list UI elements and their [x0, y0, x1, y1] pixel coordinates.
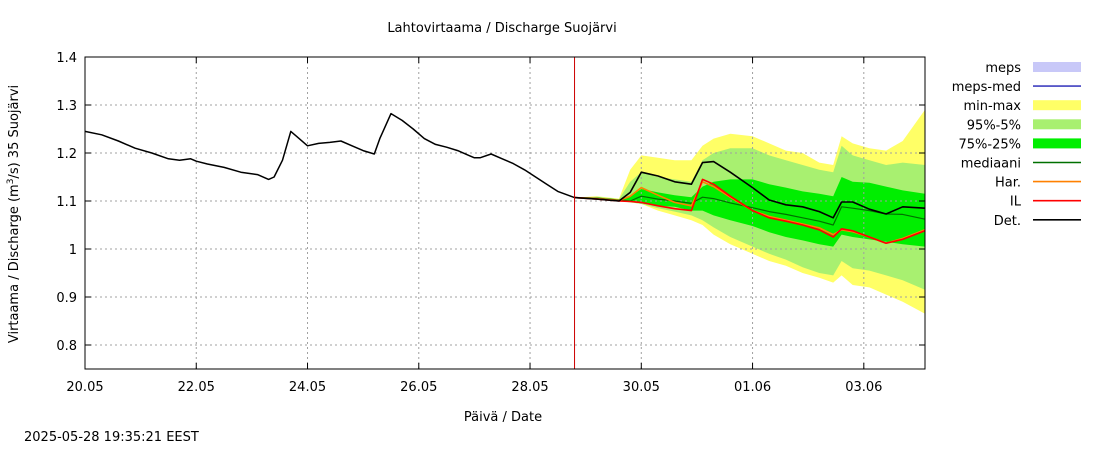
legend-swatch	[1033, 138, 1081, 149]
series-observed	[84, 112, 575, 199]
series-il	[574, 178, 926, 244]
x-tick-label: 22.05	[178, 380, 215, 395]
x-axis-label: Päivä / Date	[464, 410, 542, 425]
legend-label: mediaani	[961, 157, 1021, 172]
legend-label: 95%-5%	[967, 118, 1021, 133]
band-75-25	[574, 177, 925, 247]
series-det	[574, 160, 926, 219]
legend-label: meps	[985, 61, 1021, 76]
legend: meps meps-med min-max 95%-5% 75%-25% mediaani…	[952, 61, 1081, 229]
x-tick-label: 28.05	[511, 380, 548, 395]
legend-swatch	[1033, 100, 1081, 111]
plot-area: 0.8 0.9 1 1.1 1.2 1.3 1.4 20.05 22.05 24.05 26.05 2…	[56, 51, 926, 395]
x-tick-label: 01.06	[734, 380, 771, 395]
y-tick-label: 0.8	[56, 339, 77, 354]
y-tick-label: 1	[69, 243, 77, 258]
y-axis-label: Virtaama / Discharge (m3/s) 35 Suojärvi	[6, 85, 22, 343]
y-axis-label-unit-superscript: 3	[6, 179, 16, 185]
series-mediaani	[574, 195, 926, 226]
y-tick-label: 0.9	[56, 291, 77, 306]
legend-label: Har.	[995, 176, 1021, 191]
y-tick-label: 1.1	[56, 195, 77, 210]
y-axis-label-suffix: /s) 35 Suojärvi	[7, 85, 22, 179]
plot-frame	[84, 56, 926, 370]
legend-label: min-max	[963, 99, 1021, 114]
x-tick-label: 20.05	[66, 380, 103, 395]
y-axis-label-prefix: Virtaama / Discharge (m	[7, 184, 22, 343]
legend-label: meps-med	[952, 80, 1021, 95]
legend-swatch	[1033, 119, 1081, 130]
y-tick-label: 1.4	[56, 51, 77, 66]
x-tick-label: 30.05	[623, 380, 660, 395]
chart-title: Lahtovirtaama / Discharge Suojärvi	[387, 21, 616, 36]
y-tick-label: 1.3	[56, 99, 77, 114]
x-tick-label: 03.06	[845, 380, 882, 395]
legend-label: Det.	[994, 214, 1021, 229]
legend-label: 75%-25%	[959, 137, 1021, 152]
x-tick-label: 26.05	[400, 380, 437, 395]
legend-swatch	[1033, 62, 1081, 72]
legend-label: IL	[1010, 195, 1022, 210]
y-tick-label: 1.2	[56, 147, 77, 162]
timestamp: 2025-05-28 19:35:21 EEST	[24, 430, 199, 445]
x-tick-label: 24.05	[289, 380, 326, 395]
